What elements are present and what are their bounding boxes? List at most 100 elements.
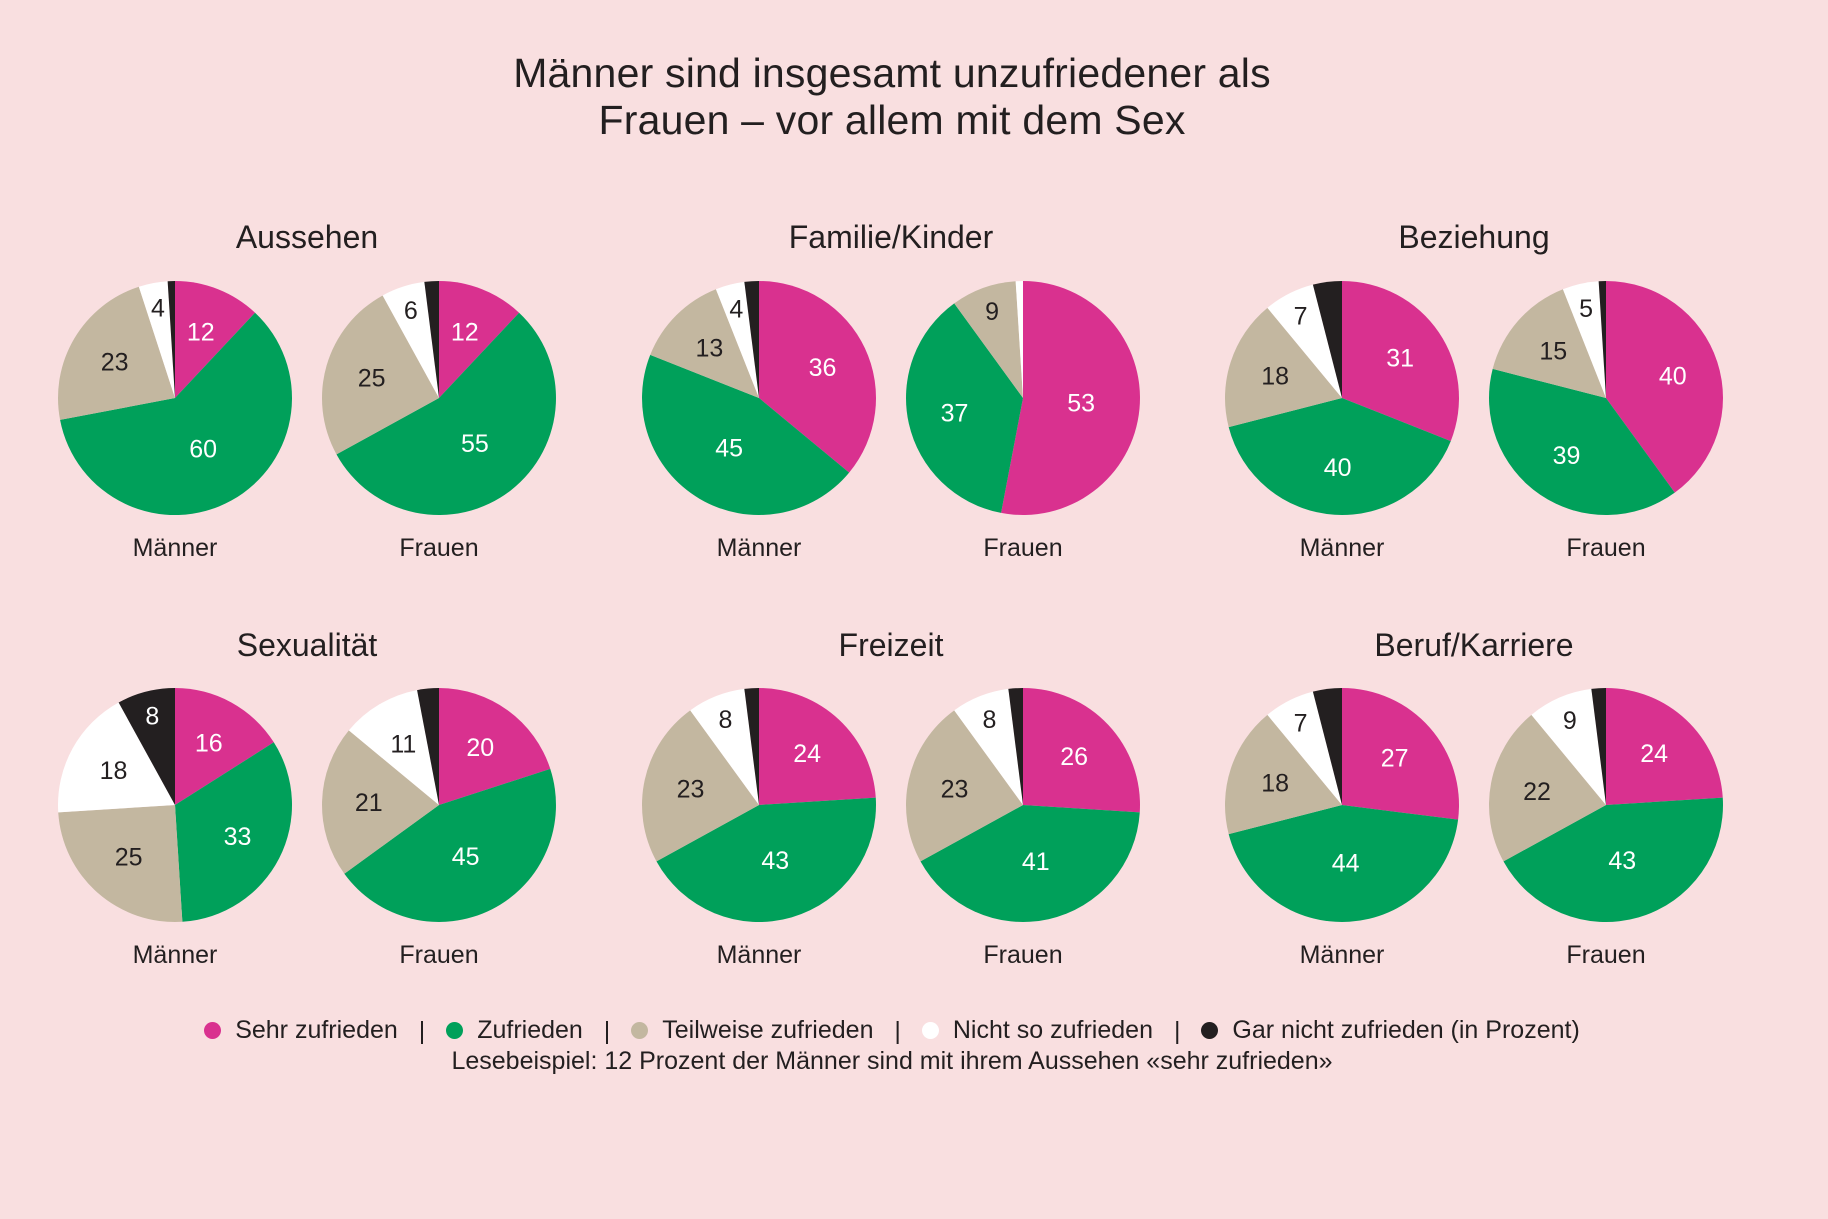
pie-slice-nicht-so-zufrieden	[1531, 688, 1606, 805]
slice-label: 23	[941, 776, 969, 804]
pie-slice-zufrieden	[656, 797, 877, 923]
reading-example: Lesebeispiel: 12 Prozent der Männer sind…	[451, 1046, 1333, 1075]
panel-title: Beziehung	[1398, 219, 1549, 255]
pie-slice-zufrieden	[60, 312, 292, 515]
pie-slice-nicht-so-zufrieden	[1562, 281, 1606, 398]
pie-maenner: 24 43 23 8 Männer	[641, 688, 877, 969]
legend-label: Teilweise zufrieden	[662, 1016, 874, 1044]
slice-label: 25	[115, 844, 143, 872]
group-label-maenner: Männer	[133, 534, 218, 562]
pie-slice-sehr-zufrieden	[1342, 281, 1459, 442]
slice-label: 13	[695, 334, 723, 362]
legend-item-sehr-zufrieden: Sehr zufrieden	[204, 1015, 398, 1045]
chart-title: Männer sind insgesamt unzufriedener als …	[0, 50, 1784, 144]
slice-label: 4	[729, 296, 743, 324]
legend-label: Sehr zufrieden	[235, 1016, 398, 1044]
slice-label: 43	[1608, 847, 1636, 875]
slice-label: 7	[1294, 710, 1308, 738]
slice-label: 55	[461, 430, 489, 458]
pie-slice-zufrieden	[175, 742, 293, 922]
group-label-maenner: Männer	[133, 941, 218, 969]
slice-label: 40	[1659, 362, 1687, 390]
pie-slice-nicht-so-zufrieden	[715, 281, 759, 398]
panel-title: Familie/Kinder	[789, 219, 994, 255]
pie-slice-gar-nicht-zufrieden	[417, 688, 439, 805]
pie-frauen: 53 37 9 Frauen	[906, 280, 1140, 562]
panel-aussehen: Aussehen 12 60 23 4 Männer 12 55 25 6 Frauen	[57, 219, 556, 562]
slice-label: 26	[1060, 743, 1088, 771]
slice-label: 22	[1523, 778, 1551, 806]
legend-label: Zufrieden	[477, 1016, 583, 1044]
slice-label: 15	[1539, 338, 1567, 366]
pie-frauen: 24 43 22 9 Frauen	[1488, 688, 1724, 969]
pie-slice-nicht-so-zufrieden	[1267, 691, 1342, 805]
pie-maenner: 31 40 18 7 Männer	[1225, 281, 1459, 562]
pie-slice-teilweise-zufrieden	[641, 710, 759, 862]
pie-slice-teilweise-zufrieden	[1225, 714, 1342, 835]
pie-frauen: 40 39 15 5 Frauen	[1489, 280, 1723, 562]
group-label-frauen: Frauen	[1566, 534, 1645, 562]
slice-label: 45	[715, 434, 743, 462]
pie-slice-zufrieden	[906, 303, 1023, 513]
slice-label: 12	[187, 319, 215, 347]
slice-label: 27	[1381, 745, 1409, 773]
pie-slice-sehr-zufrieden	[1606, 688, 1723, 805]
pie-slice-sehr-zufrieden	[1001, 281, 1140, 515]
pie-slice-nicht-so-zufrieden	[57, 702, 176, 813]
slice-label: 24	[793, 740, 821, 768]
pie-chart-grid: Aussehen1260234Männer1255256FrauenFamili…	[57, 219, 1724, 969]
slice-label: 40	[1324, 454, 1352, 482]
slice-label: 23	[101, 348, 129, 376]
group-label-frauen: Frauen	[399, 534, 478, 562]
pie-slice-teilweise-zufrieden	[1488, 714, 1606, 862]
slice-label: 5	[1579, 295, 1593, 323]
pie-maenner: 12 60 23 4 Männer	[57, 280, 292, 562]
pie-slice-teilweise-zufrieden	[650, 289, 759, 398]
pie-slice-teilweise-zufrieden	[58, 805, 183, 923]
legend-label: Nicht so zufrieden	[952, 1016, 1153, 1044]
slice-label: 11	[390, 731, 416, 759]
slice-label: 39	[1553, 442, 1581, 470]
pie-maenner: 27 44 18 7 Männer	[1225, 688, 1460, 969]
slice-label: 21	[355, 789, 383, 817]
slice-label: 18	[1261, 362, 1289, 390]
panel-title: Beruf/Karriere	[1374, 627, 1573, 663]
pie-slice-gar-nicht-zufrieden	[744, 281, 759, 398]
slice-label: 36	[809, 354, 837, 382]
slice-label: 53	[1067, 390, 1095, 418]
pie-slice-sehr-zufrieden	[439, 281, 520, 398]
pie-maenner: 36 45 134 Männer	[642, 281, 877, 562]
pie-frauen: 20 45 21 11 Frauen	[322, 688, 556, 969]
slice-label: 9	[1563, 707, 1577, 735]
pie-slice-gar-nicht-zufrieden	[424, 281, 439, 398]
legend: Sehr zufrieden | Zufrieden | Teilweise z…	[0, 1015, 1784, 1076]
pie-slice-nicht-so-zufrieden	[382, 281, 439, 398]
legend-item-gar-nicht-zufrieden: Gar nicht zufrieden (in Prozent)	[1201, 1015, 1580, 1045]
slice-label: 16	[195, 730, 223, 758]
panel-title: Freizeit	[839, 627, 944, 663]
panel-familie-kinder: Familie/Kinder 36 45 134 Männer 53 37 9 Frauen	[642, 219, 1140, 562]
slice-label: 23	[677, 776, 705, 804]
legend-dot-white-icon	[921, 1021, 939, 1039]
slice-label: 41	[1022, 848, 1050, 876]
pie-slice-gar-nicht-zufrieden	[744, 688, 759, 805]
pie-slice-teilweise-zufrieden	[322, 730, 439, 874]
pie-slice-zufrieden	[920, 805, 1140, 923]
legend-separator: |	[894, 1016, 901, 1045]
group-label-frauen: Frauen	[399, 941, 478, 969]
pie-slice-teilweise-zufrieden	[905, 710, 1023, 862]
group-label-maenner: Männer	[1300, 534, 1385, 562]
legend-dot-green-icon	[446, 1021, 464, 1039]
slice-label: 6	[404, 297, 418, 325]
slice-label: 33	[224, 823, 252, 851]
pie-slice-teilweise-zufrieden	[1225, 307, 1342, 428]
slice-label: 45	[452, 843, 480, 871]
pie-slice-sehr-zufrieden	[1342, 688, 1460, 820]
pie-slice-sehr-zufrieden	[759, 281, 877, 473]
group-label-frauen: Frauen	[983, 534, 1062, 562]
pie-slice-zufrieden	[336, 312, 556, 515]
slice-label: 18	[100, 757, 128, 785]
slice-label: 25	[358, 364, 386, 392]
pie-slice-teilweise-zufrieden	[57, 286, 176, 420]
pie-slice-sehr-zufrieden	[1023, 688, 1141, 813]
